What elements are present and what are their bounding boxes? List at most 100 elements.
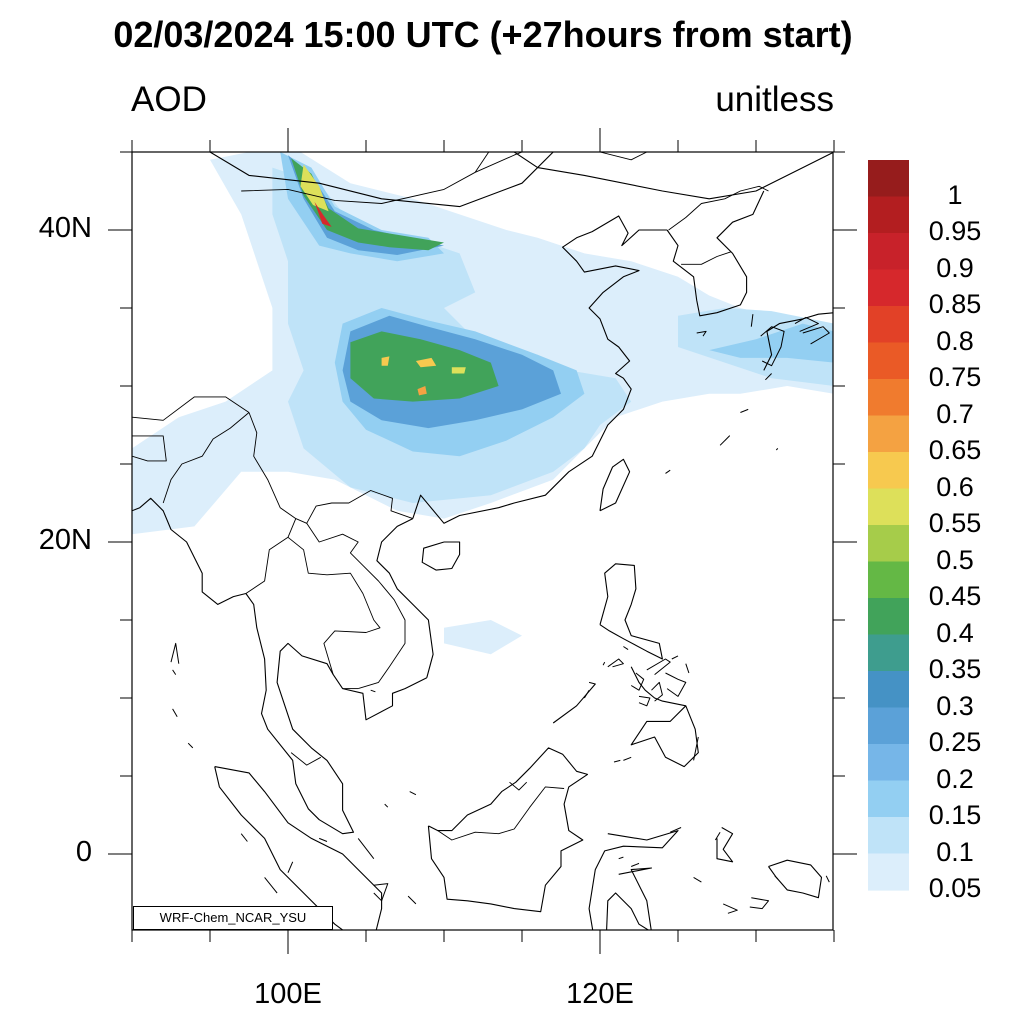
aod-region-spot: [415, 357, 437, 368]
island-outline: [264, 877, 278, 894]
colorbar-swatch: [868, 269, 909, 307]
coastline: [599, 563, 663, 660]
aod-region-yellow: [300, 164, 329, 212]
country-border: [248, 412, 413, 524]
aod-region-medium: [709, 323, 833, 363]
coastline: [768, 859, 823, 899]
country-border: [668, 185, 769, 231]
island-outline: [665, 672, 687, 697]
island-outline: [825, 875, 830, 883]
island-outline: [527, 984, 533, 990]
island-outline: [719, 435, 730, 446]
island-outline: [646, 658, 671, 675]
island-outline: [172, 669, 177, 675]
aod-region-mid: [288, 155, 444, 255]
country-border: [245, 518, 297, 594]
country-border: [474, 152, 490, 173]
colorbar-swatch: [868, 525, 909, 563]
colorbar-label: 0.7: [936, 398, 974, 429]
island-outline: [749, 897, 769, 910]
colorbar-label: 0.1: [936, 836, 974, 867]
coastline: [763, 312, 833, 371]
colorbar-swatch: [868, 306, 909, 344]
colorbar-swatch: [868, 452, 909, 490]
coastline: [630, 666, 699, 768]
colorbar-label: 0.95: [928, 216, 982, 246]
colorbar-label: 0.6: [936, 471, 974, 502]
island-outline: [693, 876, 702, 883]
lat-label: 20N: [38, 524, 92, 556]
colorbar-swatch: [868, 744, 909, 782]
island-outline: [373, 883, 389, 902]
island-outline: [618, 856, 624, 860]
island-outline: [638, 695, 651, 707]
colorbar-swatch: [868, 488, 909, 526]
axis-ticks: [108, 128, 857, 954]
island-outline: [240, 833, 248, 842]
units-label: unitless: [715, 80, 834, 119]
island-outline: [607, 658, 624, 668]
colorbar-label: 0.05: [928, 873, 982, 903]
island-outline: [774, 875, 779, 880]
colorbar-label: 0.45: [928, 581, 982, 611]
island-outline: [623, 756, 632, 761]
variable-label: AOD: [131, 80, 207, 119]
aod-region-spot: [381, 356, 390, 366]
island-outline: [384, 803, 389, 808]
aod-region-spot: [451, 367, 466, 374]
coastline: [588, 830, 679, 930]
island-outline: [756, 966, 762, 975]
colorbar-label: 0.4: [936, 617, 974, 648]
island-outline: [561, 935, 566, 940]
colorbar-label: 0.15: [928, 800, 982, 830]
island-outline: [750, 314, 754, 327]
coastlines: [104, 152, 833, 990]
island-outline: [671, 655, 679, 660]
lon-label: 120E: [566, 978, 634, 1010]
colorbar-swatch: [868, 598, 909, 636]
island-outline: [631, 862, 640, 867]
colorbar-swatch: [868, 853, 909, 891]
coastline: [506, 971, 514, 979]
colorbar-label: 0.5: [936, 544, 974, 575]
country-border: [509, 781, 528, 791]
country-border: [104, 441, 117, 511]
island-outline: [670, 827, 682, 833]
colorbar-swatch: [868, 561, 909, 599]
colorbar-label: 0.8: [936, 325, 974, 356]
country-border: [162, 412, 250, 504]
coastline: [376, 518, 434, 678]
island-outline: [319, 837, 328, 842]
island-outline: [794, 316, 819, 332]
coastline: [214, 766, 383, 930]
colorbar-label: 0.3: [936, 690, 974, 721]
chart-title: 02/03/2024 15:00 UTC (+27hours from star…: [113, 14, 853, 55]
island-outline: [492, 965, 498, 967]
map-frame: [131, 151, 834, 931]
model-credit: WRF-Chem_NCAR_YSU: [133, 906, 333, 930]
island-outline: [172, 708, 178, 717]
country-border: [437, 786, 565, 841]
colorbar-swatch: [868, 415, 909, 453]
aod-region-spot: [417, 386, 427, 396]
island-outline: [602, 661, 606, 666]
colorbar-label: 0.9: [936, 252, 974, 283]
colorbar-label: 0.75: [928, 362, 982, 392]
colorbar-swatch: [868, 342, 909, 380]
lon-label: 100E: [254, 978, 322, 1010]
island-outline: [409, 791, 417, 796]
aod-region-green: [291, 158, 444, 251]
colorbar-swatch: [868, 379, 909, 417]
coastline: [421, 541, 461, 571]
island-outline: [370, 689, 376, 693]
island-outline: [613, 759, 621, 763]
colorbar-swatch: [868, 160, 909, 198]
coastline: [513, 152, 833, 200]
country-border: [132, 396, 250, 421]
island-outline: [407, 895, 417, 905]
coastline: [552, 681, 596, 724]
island-outline: [826, 941, 831, 949]
coastline: [379, 948, 523, 979]
island-outline: [685, 663, 690, 674]
